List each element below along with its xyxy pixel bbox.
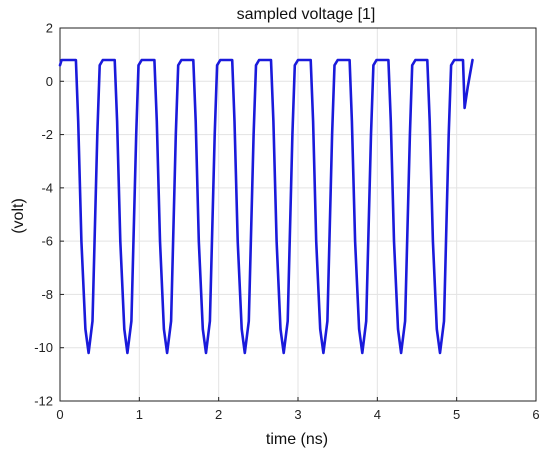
y-axis-ticks: 2 0 -2 -4 -6 -8 -10 -12 [34, 21, 64, 409]
voltage-series-line [58, 58, 474, 355]
x-axis-label: time (ns) [266, 431, 328, 448]
x-tick-label: 0 [56, 407, 63, 422]
x-tick-label: 1 [136, 407, 143, 422]
x-tick-label: 4 [374, 407, 381, 422]
y-tick-label: -12 [34, 394, 53, 409]
y-tick-label: -6 [41, 234, 53, 249]
x-tick-label: 6 [532, 407, 539, 422]
y-tick-label: -2 [41, 127, 53, 142]
y-tick-label: 2 [46, 21, 53, 36]
series-group [58, 58, 474, 355]
y-tick-label: -8 [41, 287, 53, 302]
x-axis-ticks: 0 1 2 3 4 5 6 [56, 397, 540, 422]
x-tick-label: 3 [294, 407, 301, 422]
x-tick-label: 5 [453, 407, 460, 422]
y-axis-label: (volt) [10, 198, 27, 234]
x-tick-label: 2 [215, 407, 222, 422]
y-tick-label: 0 [46, 74, 53, 89]
y-tick-label: -4 [41, 180, 53, 195]
y-tick-label: -10 [34, 340, 53, 355]
chart-title: sampled voltage [1] [237, 6, 376, 23]
